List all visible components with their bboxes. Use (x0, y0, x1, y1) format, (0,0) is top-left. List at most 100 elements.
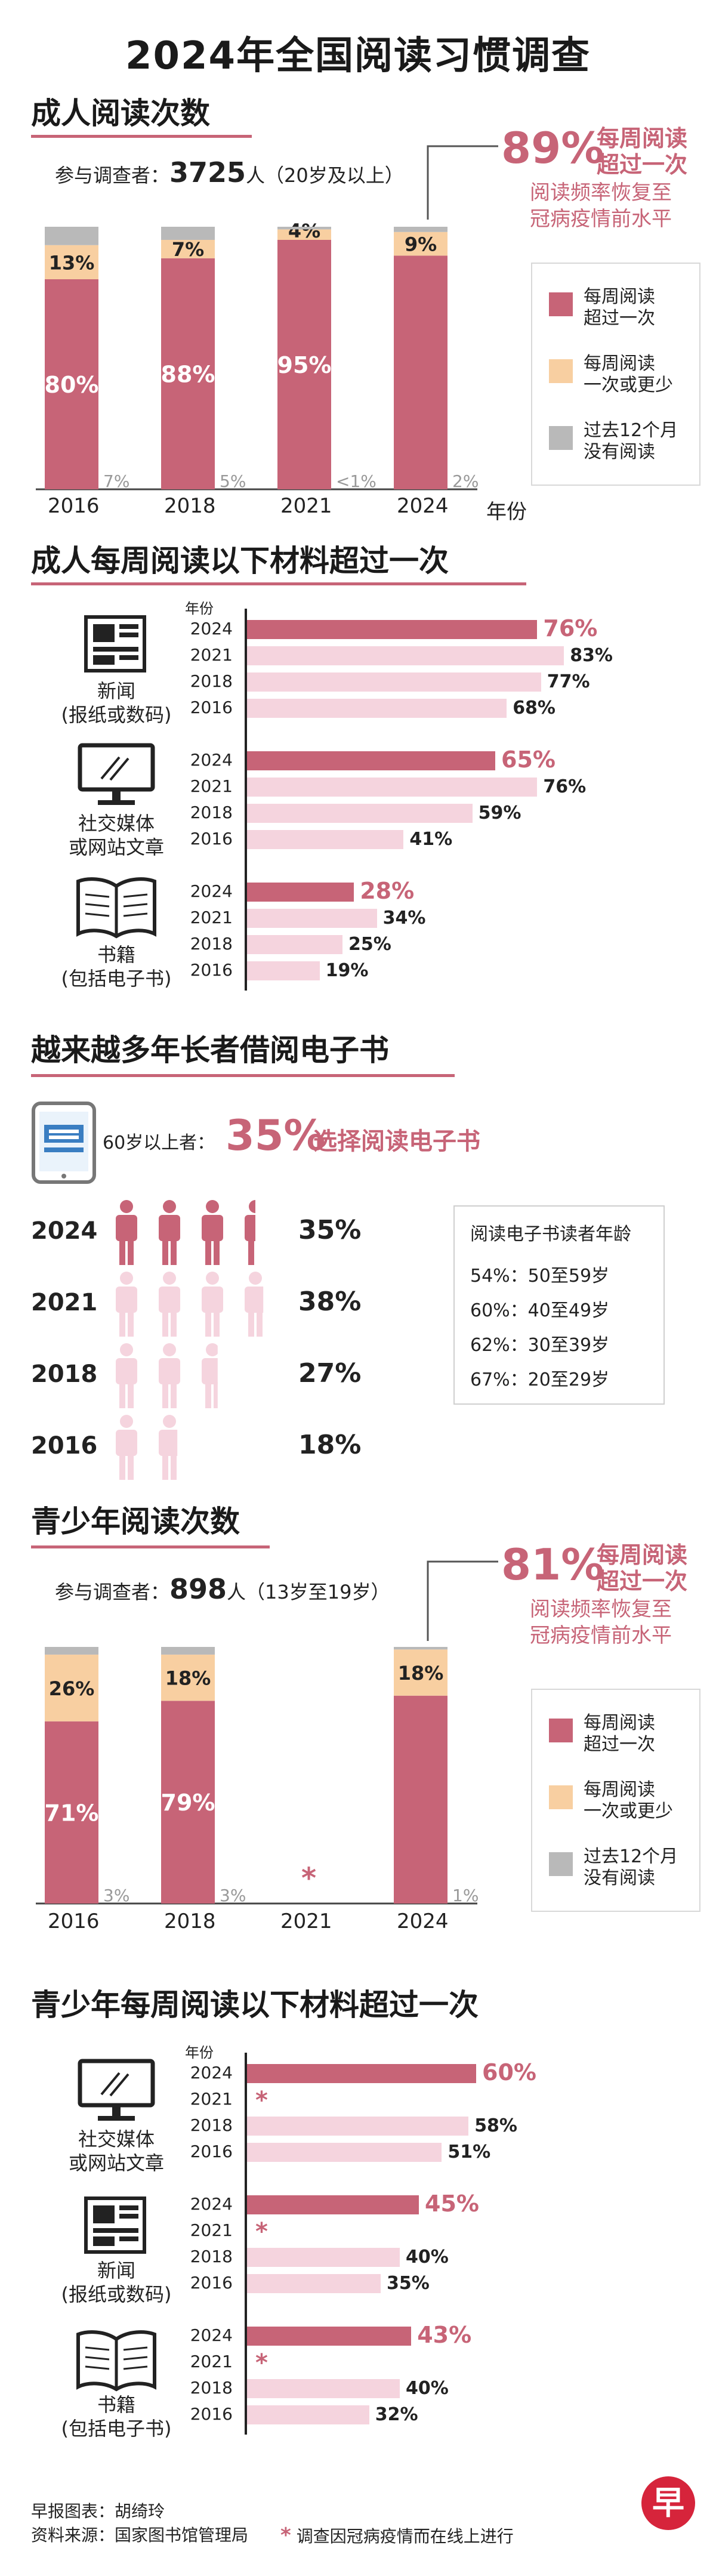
bar (247, 2274, 381, 2293)
person-shape (245, 1272, 264, 1337)
bar-segment (277, 229, 331, 240)
s2-cat-news: 新闻 (报纸或数码) (61, 680, 172, 726)
person-head (120, 1343, 133, 1356)
s4-year-axis: 2016 2018 2021 2024 (0, 1909, 525, 1939)
value-label: 35% (298, 1215, 362, 1245)
data-label: <1% (336, 471, 376, 491)
s1-legend: 每周阅读 超过一次 每周阅读 一次或更少 过去12个月 没有阅读 (531, 263, 700, 486)
bar-segment (394, 1695, 448, 1904)
bar-segment (45, 245, 98, 279)
newspaper-icon (84, 2196, 146, 2254)
person-leg (119, 1382, 125, 1408)
s2-year-header: 年份 (185, 600, 214, 617)
bar-segment (394, 1649, 448, 1696)
value-label: 65% (501, 746, 555, 773)
person-body (116, 1215, 137, 1241)
person-head (120, 1272, 133, 1285)
bar-segment (161, 240, 215, 258)
person-body (116, 1430, 137, 1456)
data-label: 5% (220, 471, 246, 491)
person-shape (202, 1272, 223, 1337)
bar (247, 804, 473, 823)
value-label: 19% (325, 960, 369, 981)
s2-cat-books: 书籍 (包括电子书) (61, 943, 172, 990)
book-icon (76, 877, 156, 939)
asterisk-icon: * (280, 2523, 291, 2547)
year-label: 2021 (190, 2220, 233, 2240)
person-body (159, 1287, 180, 1313)
year-tick-label: 2021 (280, 1909, 332, 1933)
data-label: 88% (161, 361, 215, 387)
bar (247, 883, 354, 902)
person-leg (119, 1454, 125, 1480)
value-label: 27% (298, 1358, 362, 1389)
bar-segment (45, 1647, 98, 1655)
s3-age-1: 54%：50至59岁 (470, 1266, 610, 1287)
s1-legend-2: 每周阅读 一次或更少 (584, 353, 673, 396)
s1-underline (31, 135, 252, 138)
person-head (163, 1272, 176, 1285)
person-icon (202, 1272, 223, 1337)
person-head (163, 1415, 176, 1428)
s1-respondents-suffix: 人（20岁及以上） (246, 164, 404, 187)
person-body (202, 1287, 223, 1313)
s4-missing-mark: * (301, 1862, 316, 1895)
person-icon (116, 1415, 137, 1480)
bar-segment (45, 227, 98, 245)
year-label: 2021 (190, 2089, 233, 2109)
year-tick-label: 2016 (48, 494, 100, 518)
value-label: 76% (543, 776, 587, 797)
s5-axis (245, 2053, 247, 2435)
person-head (206, 1200, 219, 1213)
data-label: 18% (398, 1662, 444, 1685)
year-label: 2024 (190, 2325, 233, 2345)
value-label: 77% (547, 671, 590, 692)
asterisk-icon: * (255, 2349, 268, 2377)
person-leg (248, 1239, 254, 1265)
bar-segment (161, 1701, 215, 1904)
asterisk-icon: * (255, 2218, 268, 2245)
person-icon (159, 1343, 180, 1408)
tablet-icon (32, 1102, 96, 1184)
person-body (159, 1215, 180, 1241)
year-label: 2018 (190, 2115, 233, 2135)
year-label: 2024 (190, 750, 233, 770)
s1-callout-line1: 每周阅读 (597, 125, 688, 152)
s1-respondents-count: 3725 (169, 156, 246, 189)
data-label: 3% (220, 1886, 246, 1905)
year-label: 2018 (190, 934, 233, 954)
bar-segment (394, 227, 448, 232)
value-label: 18% (298, 1430, 362, 1460)
value-label: 83% (570, 645, 613, 666)
person-leg (205, 1382, 211, 1408)
bar-segment (161, 258, 215, 489)
footer-credit: 早报图表：胡绮玲 (31, 2501, 165, 2521)
data-label: 71% (45, 1800, 99, 1826)
s1-callout-leader (427, 145, 498, 220)
value-label: 28% (360, 878, 415, 904)
data-label: 18% (165, 1667, 211, 1690)
person-shape (159, 1415, 178, 1480)
bar-segment (161, 1654, 215, 1701)
data-label: 7% (172, 238, 204, 261)
s1-respondents: 参与调查者：3725人（20岁及以上） (55, 156, 404, 189)
s1-stacked-chart: 80% 13% 7% 88% 7% 5% 95% 4% <1% 9% 2% (36, 220, 479, 491)
value-label: 40% (406, 2378, 449, 2399)
s4-legend-2: 每周阅读 一次或更少 (584, 1779, 673, 1822)
person-shape (116, 1415, 137, 1480)
bar (247, 751, 495, 770)
year-label: 2024 (31, 1217, 98, 1245)
person-body (159, 1358, 180, 1384)
s4-callout-sub1: 阅读频率恢复至 (530, 1597, 672, 1621)
person-leg (162, 1310, 168, 1337)
year-label: 2021 (190, 908, 233, 927)
data-label: 9% (405, 233, 437, 256)
person-head (120, 1415, 133, 1428)
bar (247, 909, 377, 928)
person-icon (159, 1272, 180, 1337)
person-shape (202, 1200, 223, 1265)
value-label: 35% (387, 2273, 430, 2294)
year-label: 2021 (190, 645, 233, 665)
s1-callout-sub1: 阅读频率恢复至 (530, 181, 672, 205)
bar-segment (45, 1721, 98, 1904)
